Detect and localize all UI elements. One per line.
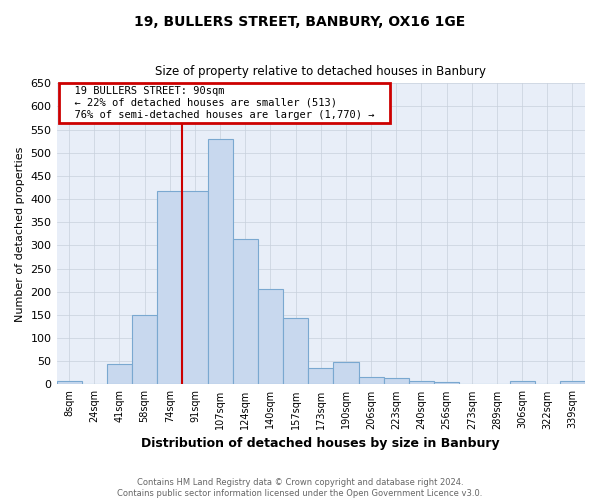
Bar (359, 378, 383, 384)
Bar (56, 380, 82, 384)
Bar (157, 191, 182, 384)
Bar (258, 290, 283, 384)
Bar (208, 139, 233, 384)
Bar (182, 191, 208, 384)
Bar (434, 382, 459, 384)
Bar (409, 380, 434, 384)
Bar (383, 378, 409, 384)
Bar (334, 362, 359, 384)
Y-axis label: Number of detached properties: Number of detached properties (15, 146, 25, 322)
Text: 19, BULLERS STREET, BANBURY, OX16 1GE: 19, BULLERS STREET, BANBURY, OX16 1GE (134, 15, 466, 29)
Bar (233, 239, 258, 384)
Text: 19 BULLERS STREET: 90sqm
  ← 22% of detached houses are smaller (513)
  76% of s: 19 BULLERS STREET: 90sqm ← 22% of detach… (62, 86, 387, 120)
Bar (560, 380, 585, 384)
X-axis label: Distribution of detached houses by size in Banbury: Distribution of detached houses by size … (142, 437, 500, 450)
Bar (107, 364, 132, 384)
Bar (308, 368, 334, 384)
Bar (509, 380, 535, 384)
Title: Size of property relative to detached houses in Banbury: Size of property relative to detached ho… (155, 65, 486, 78)
Bar (283, 318, 308, 384)
Text: Contains HM Land Registry data © Crown copyright and database right 2024.
Contai: Contains HM Land Registry data © Crown c… (118, 478, 482, 498)
Bar (132, 315, 157, 384)
